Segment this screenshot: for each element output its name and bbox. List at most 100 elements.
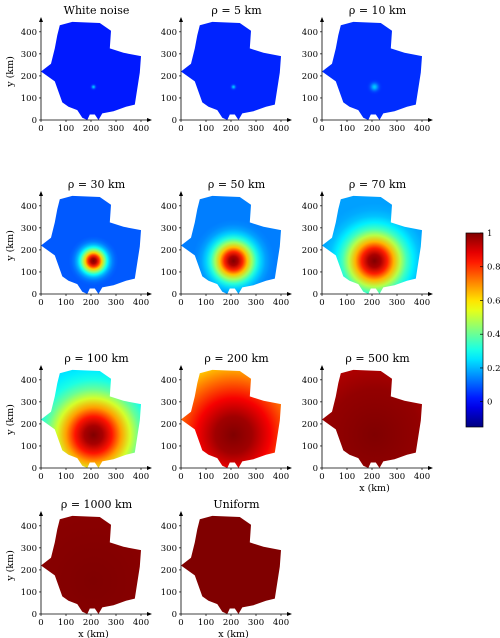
x-tick-label: 300 (389, 472, 405, 482)
x-tick-label: 300 (108, 124, 124, 134)
x-tick-label: 0 (178, 298, 183, 308)
x-axis-arrow (428, 466, 433, 470)
y-tick-label: 400 (302, 202, 318, 212)
x-tick-label: 100 (58, 618, 74, 628)
x-axis-arrow (147, 612, 152, 616)
y-tick-label: 200 (302, 246, 318, 256)
y-tick-label: 100 (161, 588, 177, 598)
y-tick-label: 0 (172, 464, 177, 474)
y-tick-label: 0 (32, 464, 37, 474)
x-tick-label: 100 (198, 618, 214, 628)
y-tick-label: 200 (21, 420, 37, 430)
x-tick-label: 400 (414, 124, 430, 134)
y-tick-label: 100 (302, 94, 318, 104)
y-axis-arrow (39, 17, 43, 22)
y-tick-label: 100 (161, 268, 177, 278)
colorbar-tick-label: 0.2 (487, 364, 500, 374)
y-axis-arrow (179, 191, 183, 196)
x-tick-label: 100 (58, 124, 74, 134)
x-tick-label: 200 (83, 298, 99, 308)
y-tick-label: 300 (21, 544, 37, 554)
y-tick-label: 0 (32, 116, 37, 126)
x-tick-label: 400 (273, 298, 289, 308)
x-tick-label: 0 (178, 618, 183, 628)
y-tick-label: 400 (161, 28, 177, 38)
y-tick-label: 200 (21, 246, 37, 256)
y-tick-label: 400 (161, 522, 177, 532)
x-tick-label: 300 (108, 618, 124, 628)
field-region (181, 21, 281, 120)
x-tick-label: 300 (389, 298, 405, 308)
x-axis-arrow (147, 292, 152, 296)
x-tick-label: 100 (339, 472, 355, 482)
x-tick-label: 0 (178, 472, 183, 482)
field-region (41, 195, 141, 294)
x-tick-label: 300 (248, 618, 264, 628)
x-tick-label: 200 (364, 472, 380, 482)
field-region (322, 195, 422, 294)
x-tick-label: 300 (248, 124, 264, 134)
x-axis-arrow (428, 118, 433, 122)
y-axis-arrow (320, 365, 324, 370)
y-axis-arrow (39, 511, 43, 516)
y-axis-label: y (km) (5, 56, 16, 88)
y-tick-label: 100 (302, 268, 318, 278)
y-tick-label: 200 (161, 566, 177, 576)
x-tick-label: 100 (198, 124, 214, 134)
x-tick-label: 300 (248, 298, 264, 308)
x-tick-label: 200 (83, 124, 99, 134)
y-tick-label: 200 (21, 72, 37, 82)
x-tick-label: 200 (364, 124, 380, 134)
x-axis-arrow (287, 118, 292, 122)
x-tick-label: 400 (133, 124, 149, 134)
y-tick-label: 100 (161, 94, 177, 104)
y-tick-label: 300 (21, 224, 37, 234)
x-axis-label: x (km) (218, 629, 249, 638)
y-tick-label: 300 (302, 398, 318, 408)
x-tick-label: 300 (248, 472, 264, 482)
panel-title: ρ = 500 km (345, 352, 410, 365)
y-axis-arrow (320, 17, 324, 22)
y-tick-label: 0 (172, 290, 177, 300)
x-tick-label: 100 (58, 298, 74, 308)
y-tick-label: 300 (302, 224, 318, 234)
x-tick-label: 0 (319, 472, 324, 482)
x-axis-arrow (287, 612, 292, 616)
x-tick-label: 100 (339, 298, 355, 308)
x-tick-label: 200 (364, 298, 380, 308)
x-tick-label: 300 (389, 124, 405, 134)
y-tick-label: 100 (21, 94, 37, 104)
y-tick-label: 200 (302, 72, 318, 82)
panel-4: 0 100 200 300 400 0 100 200 300 400 ρ = 30 km y (km… (5, 178, 152, 308)
x-tick-label: 0 (38, 124, 43, 134)
panel-6: 0 100 200 300 400 0 100 200 300 400 ρ = 70 km (302, 178, 433, 308)
y-tick-label: 400 (21, 28, 37, 38)
colorbar: 0 0.2 0.4 0.6 0.8 1 (465, 229, 500, 428)
x-tick-label: 400 (133, 298, 149, 308)
field-region (322, 369, 422, 468)
y-tick-label: 300 (161, 50, 177, 60)
y-tick-label: 200 (161, 246, 177, 256)
y-tick-label: 400 (161, 202, 177, 212)
y-tick-label: 400 (302, 28, 318, 38)
x-tick-label: 400 (133, 472, 149, 482)
x-tick-label: 400 (133, 618, 149, 628)
panel-title: ρ = 100 km (64, 352, 129, 365)
field-region (181, 369, 281, 468)
x-tick-label: 300 (108, 472, 124, 482)
x-tick-label: 200 (223, 124, 239, 134)
x-tick-label: 100 (339, 124, 355, 134)
panel-title: White noise (64, 4, 130, 17)
panel-1: 0 100 200 300 400 0 100 200 300 400 White noise y (… (5, 4, 152, 134)
x-tick-label: 400 (414, 298, 430, 308)
y-tick-label: 200 (302, 420, 318, 430)
y-tick-label: 0 (313, 116, 318, 126)
y-axis-arrow (39, 191, 43, 196)
field-region (41, 369, 141, 468)
x-tick-label: 200 (223, 298, 239, 308)
x-tick-label: 200 (83, 472, 99, 482)
x-tick-label: 100 (198, 298, 214, 308)
y-tick-label: 400 (21, 376, 37, 386)
panel-title: Uniform (213, 498, 260, 511)
